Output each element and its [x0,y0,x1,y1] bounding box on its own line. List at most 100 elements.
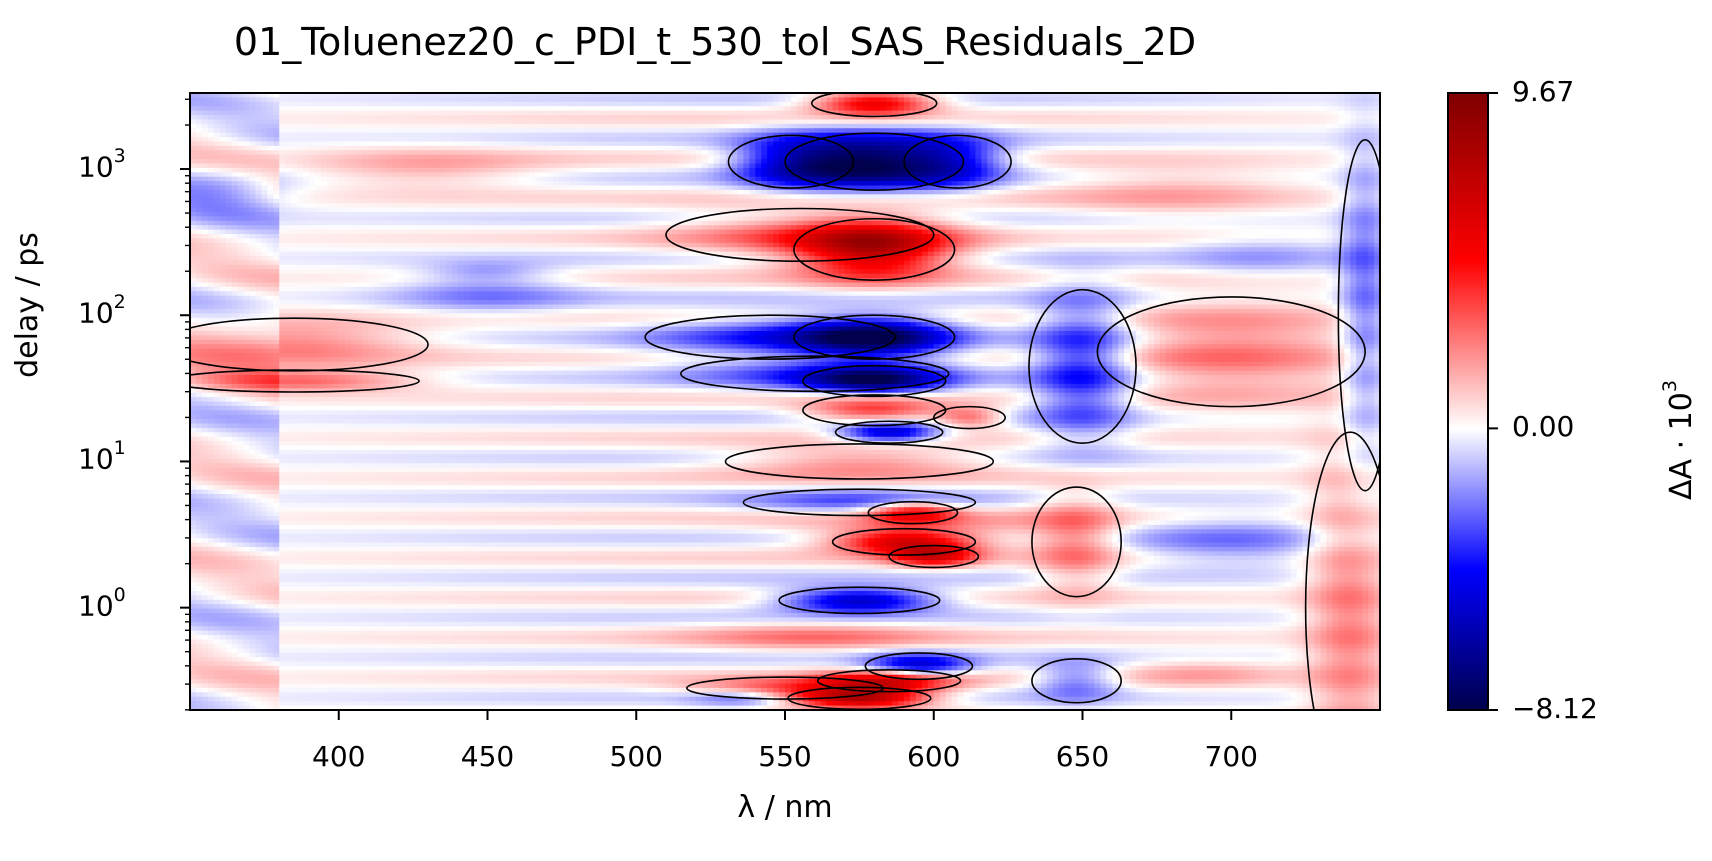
heatmap-cell [1040,119,1048,125]
heatmap-cell [285,145,292,151]
heatmap-cell [939,106,947,112]
heatmap-cell [880,123,887,129]
heatmap-cell [309,101,316,107]
heatmap-cell [285,97,292,103]
heatmap-cell [255,110,262,116]
heatmap-cell [963,154,971,160]
heatmap-cell [1177,185,1185,191]
heatmap-cell [207,181,215,187]
heatmap-cell [368,167,376,173]
heatmap-cell [701,154,709,160]
heatmap-cell [904,145,911,151]
heatmap-cell [439,176,447,182]
heatmap-cell [570,154,578,160]
heatmap-cell [1332,115,1339,121]
heatmap-cell [416,176,423,182]
heatmap-cell [713,110,721,116]
heatmap-cell [1118,101,1125,107]
heatmap-cell [785,128,792,134]
heatmap-cell [868,93,875,99]
heatmap-cell [273,110,280,116]
heatmap-cell [1142,128,1149,134]
heatmap-cell [481,181,489,187]
heatmap-cell [547,167,554,173]
heatmap-cell [1320,167,1328,173]
heatmap-cell [1374,128,1380,134]
heatmap-cell [195,159,203,165]
heatmap-cell [1272,132,1280,138]
heatmap-cell [588,110,596,116]
heatmap-cell [1136,115,1143,121]
heatmap-cell [1011,181,1018,187]
heatmap-cell [445,167,453,173]
heatmap-cell [630,97,637,103]
heatmap-cell [1011,194,1018,200]
heatmap-cell [469,198,477,204]
heatmap-cell [1219,101,1226,107]
heatmap-cell [487,132,495,138]
heatmap-cell [380,154,387,160]
heatmap-cell [779,101,786,107]
heatmap-cell [868,137,875,143]
heatmap-cell [1100,106,1107,112]
heatmap-cell [261,123,268,129]
heatmap-cell [273,145,280,151]
heatmap-cell [826,159,834,165]
heatmap-cell [707,123,715,129]
heatmap-cell [249,176,257,182]
heatmap-cell [987,110,994,116]
heatmap-cell [475,132,483,138]
heatmap-cell [303,172,310,178]
heatmap-cell [1058,189,1066,195]
heatmap-cell [219,128,227,134]
heatmap-cell [1112,128,1119,134]
heatmap-cell [1005,137,1012,143]
heatmap-cell [255,194,262,200]
heatmap-cell [1112,167,1119,173]
heatmap-cell [386,93,393,99]
heatmap-cell [790,97,798,103]
heatmap-cell [344,97,352,103]
heatmap-cell [1070,106,1078,112]
heatmap-cell [1058,128,1066,134]
heatmap-cell [445,154,453,160]
heatmap-cell [535,189,542,195]
heatmap-cell [1290,123,1298,129]
heatmap-cell [838,163,846,169]
heatmap-cell [1344,137,1351,143]
heatmap-cell [469,150,477,156]
heatmap-cell [767,185,774,191]
heatmap-cell [654,101,661,107]
heatmap-cell [594,185,602,191]
heatmap-cell [594,97,602,103]
heatmap-cell [963,141,971,147]
heatmap-cell [576,185,584,191]
heatmap-cell [213,198,221,204]
heatmap-cell [1165,101,1173,107]
heatmap-cell [1082,119,1090,125]
heatmap-cell [695,132,703,138]
heatmap-cell [779,198,786,204]
heatmap-cell [689,128,697,134]
heatmap-cell [904,172,911,178]
heatmap-cell [1290,97,1298,103]
heatmap-cell [1017,189,1024,195]
heatmap-cell [356,110,364,116]
heatmap-cell [541,194,548,200]
heatmap-cell [1272,150,1280,156]
heatmap-cell [1147,189,1155,195]
heatmap-cell [350,115,358,121]
heatmap-cell [1243,110,1250,116]
heatmap-cell [981,172,988,178]
heatmap-cell [689,189,697,195]
heatmap-cell [190,132,197,138]
heatmap-cell [939,115,947,121]
heatmap-cell [1344,101,1351,107]
heatmap-cell [1344,106,1351,112]
heatmap-cell [314,115,322,121]
heatmap-cell [576,150,584,156]
heatmap-cell [285,163,292,169]
heatmap-cell [969,159,976,165]
heatmap-cell [689,172,697,178]
heatmap-cell [1177,137,1185,143]
